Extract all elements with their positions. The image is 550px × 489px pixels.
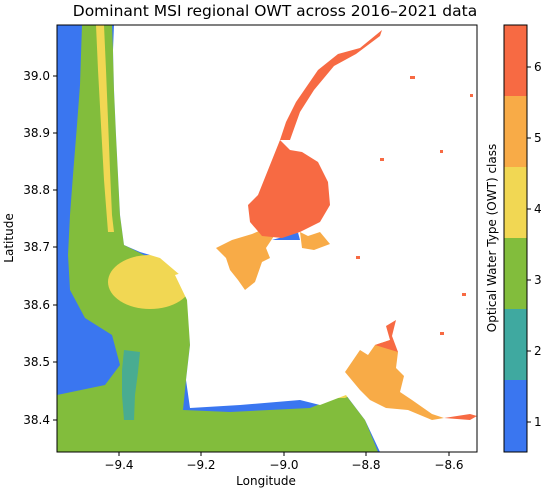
sado-estuary-class5-region — [345, 340, 444, 420]
colorbar-label: Optical Water Type (OWT) class — [485, 144, 499, 332]
y-tick-label: 38.9 — [23, 126, 50, 140]
lake-speck — [356, 256, 360, 259]
lake-speck — [462, 293, 466, 296]
lake-speck — [410, 76, 415, 79]
y-tick-label: 39.0 — [23, 69, 50, 83]
colorbar-tick-label: 6 — [534, 60, 542, 74]
colorbar-tick-label: 1 — [534, 415, 542, 429]
y-tick-label: 38.7 — [23, 240, 50, 254]
map-title: Dominant MSI regional OWT across 2016–20… — [72, 2, 478, 20]
river-channel-class6 — [280, 30, 382, 140]
colorbar-tick-label: 3 — [534, 273, 542, 287]
lake-speck — [440, 332, 444, 335]
y-tick-label: 38.6 — [23, 298, 50, 312]
y-tick-label: 38.8 — [23, 183, 50, 197]
colorbar-class4 — [504, 167, 527, 238]
x-tick-label: −8.8 — [351, 458, 380, 472]
estuary-mouth-class4-region — [108, 255, 192, 309]
colorbar: 1 2 3 4 5 6 Optical Water Type (OWT) cla… — [485, 24, 542, 453]
y-axis: 39.0 38.9 38.8 38.7 38.6 38.5 38.4 Latit… — [2, 69, 57, 427]
sado-channel-class6 — [444, 414, 477, 420]
lake-speck — [380, 158, 384, 161]
lake-speck — [470, 94, 473, 97]
plume-class2-region — [122, 350, 140, 420]
x-tick-label: −9.2 — [186, 458, 215, 472]
coastal-class3-region — [57, 25, 378, 452]
x-tick-label: −9.0 — [269, 458, 298, 472]
colorbar-class3 — [504, 238, 527, 309]
owt-map — [57, 25, 477, 452]
colorbar-tick-label: 4 — [534, 202, 542, 216]
colorbar-class2 — [504, 309, 527, 380]
y-tick-label: 38.5 — [23, 355, 50, 369]
colorbar-class6 — [504, 25, 527, 96]
x-axis: −9.4 −9.2 −9.0 −8.8 −8.6 Longitude — [104, 452, 464, 488]
sado-north-class6 — [375, 320, 398, 352]
plot-frame — [56, 24, 478, 453]
y-tick-label: 38.4 — [23, 413, 50, 427]
colorbar-tick-label: 5 — [534, 131, 542, 145]
y-axis-label: Latitude — [2, 213, 16, 262]
colorbar-class5 — [504, 96, 527, 167]
lake-speck — [440, 150, 443, 153]
x-tick-label: −8.6 — [434, 458, 463, 472]
nearshore-class4-strip — [96, 25, 114, 232]
x-axis-label: Longitude — [236, 474, 296, 488]
inner-estuary-class6-region — [248, 140, 330, 238]
colorbar-frame — [503, 24, 528, 453]
colorbar-class1 — [504, 380, 527, 452]
x-tick-label: −9.4 — [104, 458, 133, 472]
estuary-class5-region — [216, 228, 274, 290]
colorbar-tick-label: 2 — [534, 344, 542, 358]
estuary-east-arm-class5 — [300, 232, 330, 250]
